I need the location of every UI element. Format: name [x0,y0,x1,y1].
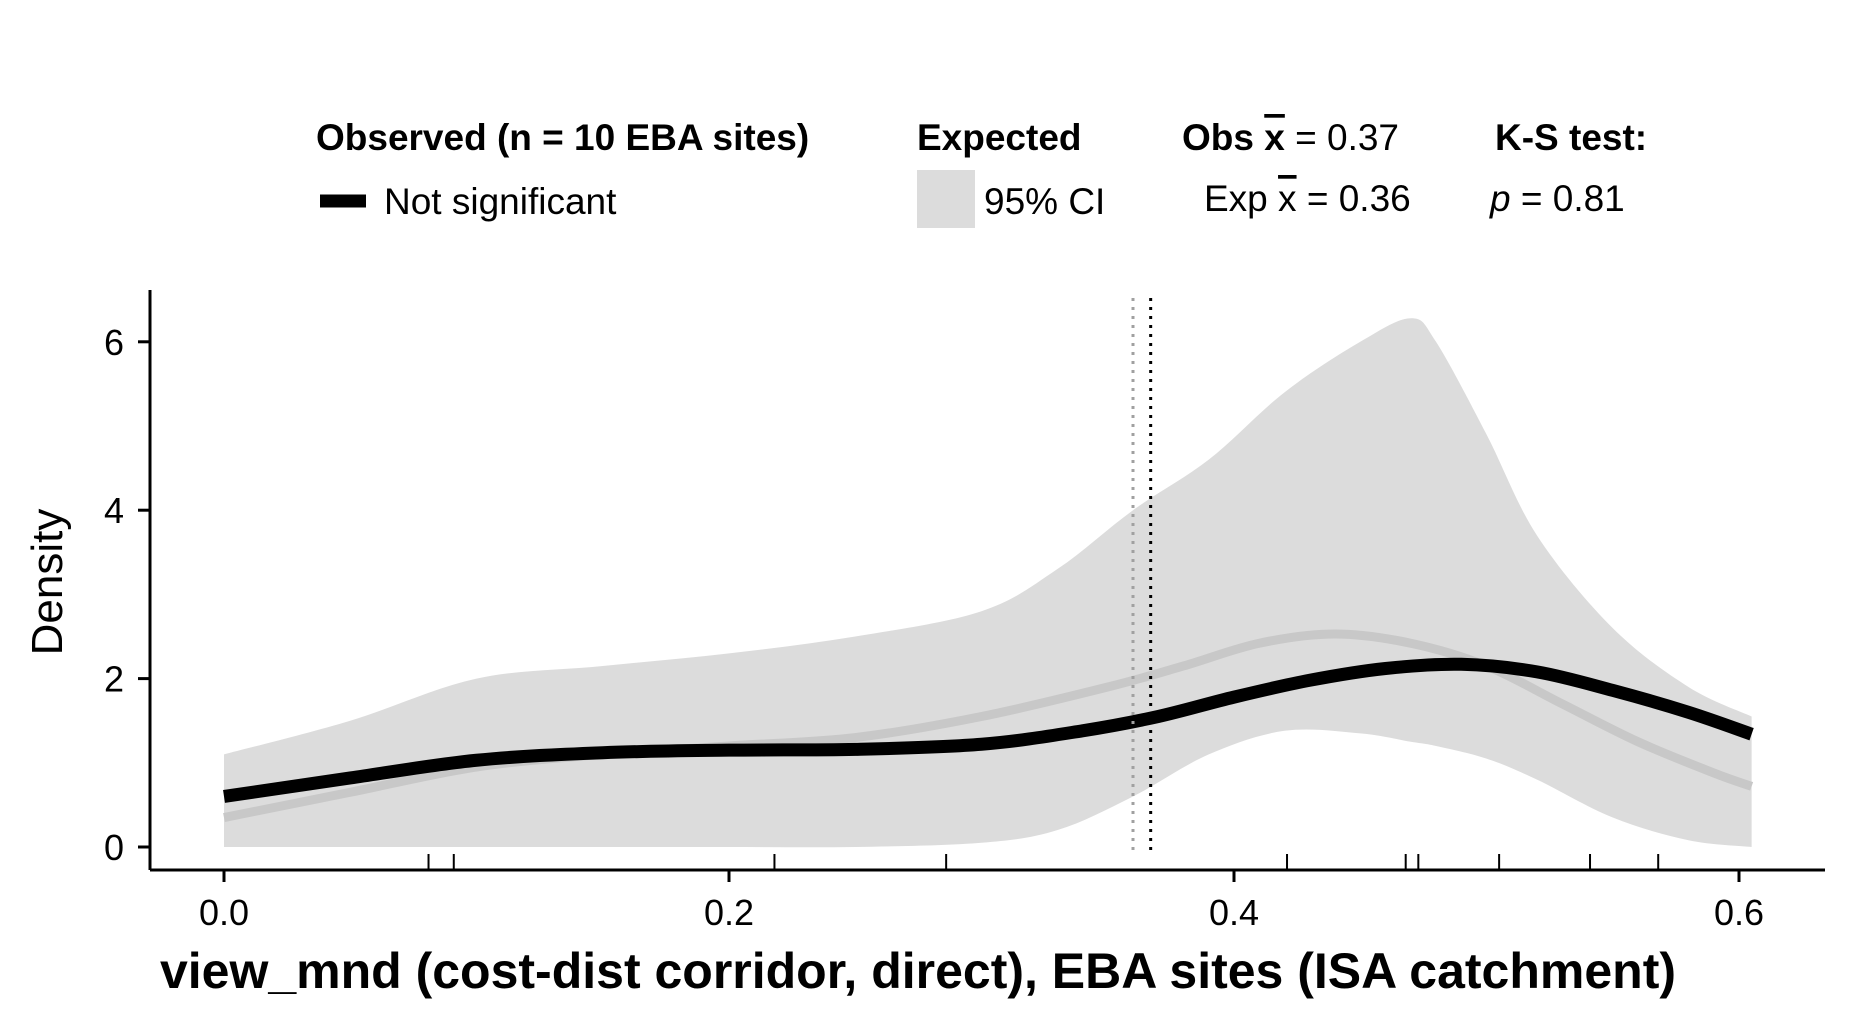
y-tick-label: 0 [104,827,124,868]
exp-mean-value: = 0.36 [1297,178,1411,219]
exp-mean-symbol: x [1278,178,1297,219]
y-tick-label: 2 [104,659,124,700]
mean-vline-layer [1131,298,1153,852]
x-tick-label: 0.2 [704,892,754,933]
x-tick-label: 0.4 [1209,892,1259,933]
ks-test-header: K-S test: [1495,117,1647,158]
legend-ci-label: 95% CI [984,181,1105,222]
legend-ci-swatch [917,170,975,228]
x-tick-label: 0.6 [1714,892,1764,933]
legend-expected-header: Expected [917,117,1082,158]
obs-mean-symbol: x [1264,117,1285,158]
ci-band [224,318,1752,848]
rug-layer [427,854,1660,870]
exp-mean-label: Exp x = 0.36 [1204,178,1411,219]
y-tick-label: 6 [104,322,124,363]
observed-density-line [223,657,1754,803]
obs-mean-label: Obs x = 0.37 [1182,117,1399,158]
ks-test-pvalue: p = 0.81 [1489,178,1625,219]
legend-observed-header: Observed (n = 10 EBA sites) [316,117,809,158]
ci-band-layer [224,318,1752,848]
x-axis-title: view_mnd (cost-dist corridor, direct), E… [160,943,1676,999]
axes: 0 2 4 6 0.0 0.2 0.4 0.6 [104,290,1825,933]
y-tick-label: 4 [104,490,124,531]
legend-observed-label: Not significant [384,181,617,222]
obs-mean-value: = 0.37 [1285,117,1399,158]
line-layer [223,629,1754,822]
y-axis-title: Density [23,509,72,656]
x-tick-label: 0.0 [199,892,249,933]
legend: Observed (n = 10 EBA sites) Not signific… [316,117,1647,228]
